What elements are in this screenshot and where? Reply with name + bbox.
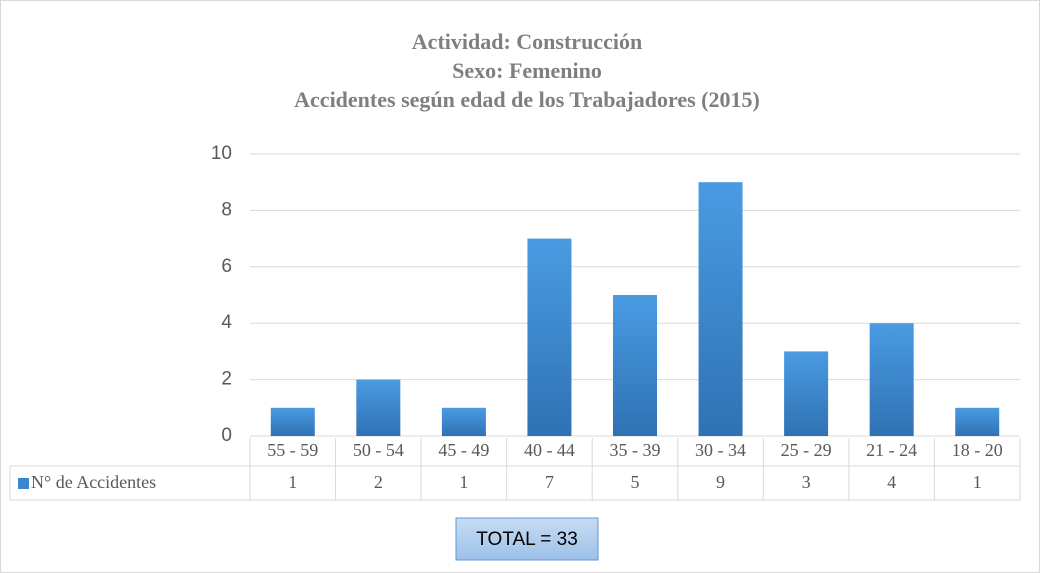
table-value: 9 xyxy=(716,472,725,492)
table-value: 2 xyxy=(374,472,383,492)
bar xyxy=(613,295,657,436)
table-value: 1 xyxy=(459,472,468,492)
x-tick-label: 40 - 44 xyxy=(524,440,575,460)
bar xyxy=(955,407,1000,436)
x-tick-label: 21 - 24 xyxy=(866,440,917,460)
x-tick-label: 55 - 59 xyxy=(267,440,318,460)
chart-title: Actividad: Construcción xyxy=(412,29,642,54)
x-tick-label: 25 - 29 xyxy=(781,440,832,460)
x-tick-label: 35 - 39 xyxy=(610,440,661,460)
table-value: 3 xyxy=(802,472,811,492)
legend-label: N° de Accidentes xyxy=(31,472,156,492)
bar xyxy=(527,238,572,436)
y-tick-label: 4 xyxy=(221,312,232,333)
bar xyxy=(356,379,401,436)
x-tick-label: 18 - 20 xyxy=(952,440,1003,460)
table-value: 5 xyxy=(631,472,640,492)
x-tick-label: 50 - 54 xyxy=(353,440,404,460)
x-tick-label: 45 - 49 xyxy=(438,440,489,460)
annotation-box xyxy=(455,517,599,561)
table-value: 1 xyxy=(973,472,982,492)
y-tick-label: 10 xyxy=(211,143,232,164)
table-value: 7 xyxy=(545,472,554,492)
legend-key xyxy=(18,478,29,489)
y-tick-label: 0 xyxy=(221,425,232,446)
table-value: 4 xyxy=(887,472,896,492)
bar xyxy=(869,323,914,436)
chart-title: Sexo: Femenino xyxy=(452,58,602,83)
x-tick-label: 30 - 34 xyxy=(695,440,746,460)
y-tick-label: 6 xyxy=(221,256,232,277)
y-tick-label: 8 xyxy=(221,199,232,220)
bar xyxy=(784,351,829,436)
bar xyxy=(270,407,315,436)
chart-title: Accidentes según edad de los Trabajadore… xyxy=(294,87,760,112)
bar xyxy=(698,182,743,436)
y-tick-label: 2 xyxy=(221,369,232,390)
annotation: TOTAL = 33 xyxy=(476,529,578,550)
table-value: 1 xyxy=(288,472,297,492)
bar xyxy=(441,407,486,436)
